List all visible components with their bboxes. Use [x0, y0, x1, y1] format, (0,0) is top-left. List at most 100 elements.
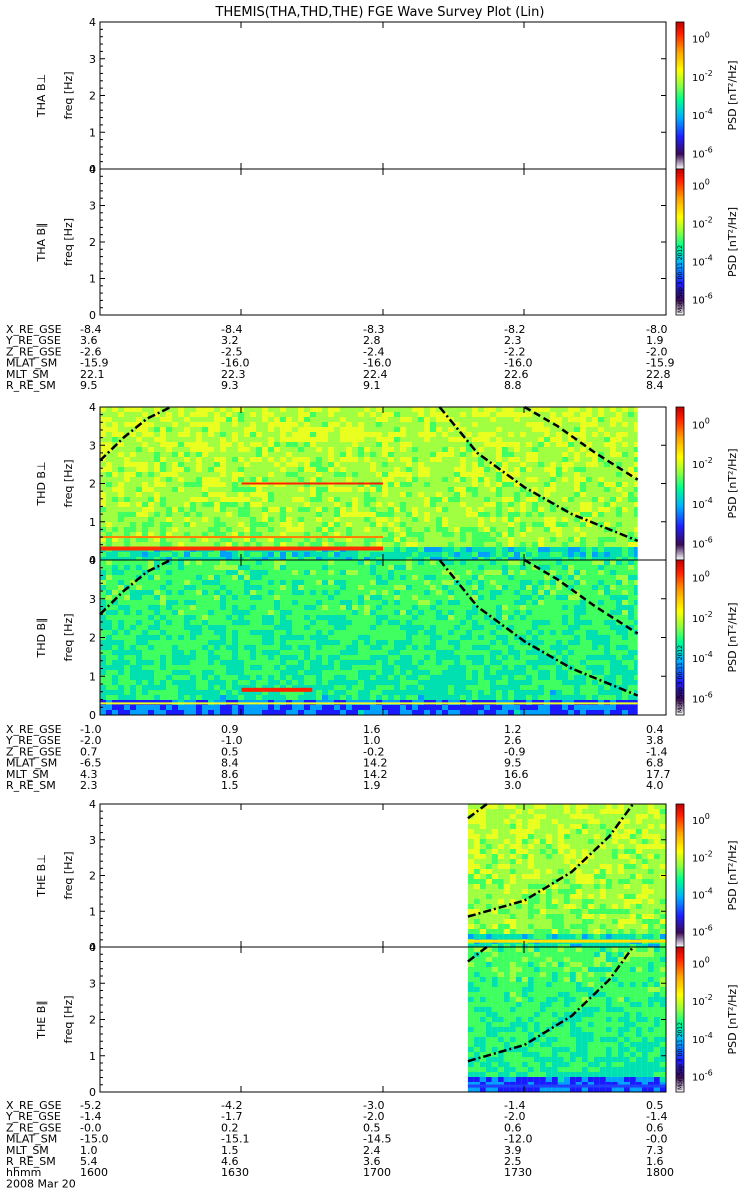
spectrogram-cell	[466, 462, 472, 467]
spectrogram-cell	[496, 477, 502, 482]
spectrogram-cell	[274, 492, 280, 497]
spectrogram-cell	[214, 417, 220, 422]
spectrogram-cell	[514, 467, 520, 472]
spectrogram-cell	[292, 575, 298, 580]
spectrogram-cell	[244, 565, 250, 570]
spectrogram-cell	[430, 457, 436, 462]
spectrogram-cell	[454, 452, 460, 457]
spectrogram-cell	[292, 517, 298, 522]
spectrogram-cell	[214, 507, 220, 512]
spectrogram-cell	[100, 532, 106, 537]
spectrogram-cell	[400, 477, 406, 482]
spectrogram-cell	[202, 492, 208, 497]
colorbar-label: PSD [nT²/Hz]	[726, 60, 739, 130]
spectrogram-cell	[532, 527, 538, 532]
spectrogram-cell	[286, 552, 292, 557]
spectrogram-cell	[466, 457, 472, 462]
spectrogram-cell	[616, 557, 622, 560]
spectrogram-cell	[106, 482, 112, 487]
spectrogram-cell	[220, 552, 226, 557]
spectrogram-cell	[244, 650, 250, 655]
spectrogram-cell	[466, 600, 472, 605]
spectrogram-cell	[352, 427, 358, 432]
spectrogram-cell	[244, 575, 250, 580]
spectrogram-cell	[598, 537, 604, 542]
spectrogram-cell	[274, 542, 280, 547]
spectrogram-cell	[340, 705, 346, 710]
spectrogram-cell	[202, 507, 208, 512]
spectrogram-cell	[178, 655, 184, 660]
spectrogram-cell	[484, 482, 490, 487]
spectrogram-cell	[376, 655, 382, 660]
spectrogram-cell	[562, 467, 568, 472]
spectrogram-cell	[280, 675, 286, 680]
spectrogram-cell	[130, 527, 136, 532]
spectrogram-cell	[364, 585, 370, 590]
spectrogram-cell	[214, 502, 220, 507]
spectrogram-cell	[166, 422, 172, 427]
spectrogram-cell	[436, 497, 442, 502]
spectrogram-cell	[394, 600, 400, 605]
spectrogram-cell	[424, 705, 430, 710]
spectrogram-cell	[448, 527, 454, 532]
spectrogram-cell	[310, 447, 316, 452]
spectrogram-cell	[442, 437, 448, 442]
spectrogram-cell	[418, 575, 424, 580]
spectrogram-cell	[412, 552, 418, 557]
spectrogram-cell	[130, 497, 136, 502]
spectrogram-cell	[388, 620, 394, 625]
spectrogram-cell	[610, 457, 616, 462]
spectrogram-cell	[346, 655, 352, 660]
spectrogram-cell	[550, 482, 556, 487]
spectrogram-cell	[376, 447, 382, 452]
spectrogram-cell	[118, 497, 124, 502]
spectrogram-cell	[124, 447, 130, 452]
spectrogram-cell	[298, 437, 304, 442]
spectrogram-cell	[346, 560, 352, 565]
spectrogram-cell	[238, 705, 244, 710]
spectrogram-cell	[598, 482, 604, 487]
spectrogram-cell	[256, 452, 262, 457]
spectrogram-cell	[628, 487, 634, 492]
spectrogram-cell	[196, 575, 202, 580]
spectrogram-cell	[286, 590, 292, 595]
spectrogram-cell	[178, 685, 184, 690]
ephemeris-value: 9.5	[80, 379, 98, 392]
spectrogram-cell	[406, 575, 412, 580]
spectrogram-cell	[412, 487, 418, 492]
spectrogram-cell	[142, 575, 148, 580]
spectrogram-cell	[598, 432, 604, 437]
spectrogram-cell	[484, 537, 490, 542]
spectrogram-cell	[592, 547, 598, 552]
spectrogram-cell	[400, 447, 406, 452]
spectrogram-cell	[508, 542, 514, 547]
spectrogram-cell	[328, 492, 334, 497]
spectrogram-cell	[250, 625, 256, 630]
spectrogram-cell	[340, 422, 346, 427]
spectrogram-cell	[382, 630, 388, 635]
spectrogram-cell	[376, 625, 382, 630]
spectrogram-cell	[382, 690, 388, 695]
spectrogram-cell	[370, 522, 376, 527]
spectrogram-cell	[250, 527, 256, 532]
spectrogram-cell	[352, 600, 358, 605]
spectrogram-cell	[214, 477, 220, 482]
spectrogram-cell	[352, 605, 358, 610]
spectrogram-cell	[304, 522, 310, 527]
spectrogram-cell	[256, 542, 262, 547]
spectrogram-cell	[208, 655, 214, 660]
spectrogram-cell	[394, 640, 400, 645]
spectrogram-cell	[292, 557, 298, 560]
spectrogram-cell	[256, 625, 262, 630]
spectrogram-cell	[340, 517, 346, 522]
spectrogram-cell	[358, 695, 364, 700]
spectrogram-cell	[520, 517, 526, 522]
spectrogram-cell	[382, 675, 388, 680]
spectrogram-cell	[334, 507, 340, 512]
spectrogram-cell	[148, 690, 154, 695]
spectrogram-cell	[136, 497, 142, 502]
spectrogram-cell	[418, 497, 424, 502]
spectrogram-cell	[322, 462, 328, 467]
spectrogram-cell	[172, 660, 178, 665]
spectrogram-cell	[406, 492, 412, 497]
